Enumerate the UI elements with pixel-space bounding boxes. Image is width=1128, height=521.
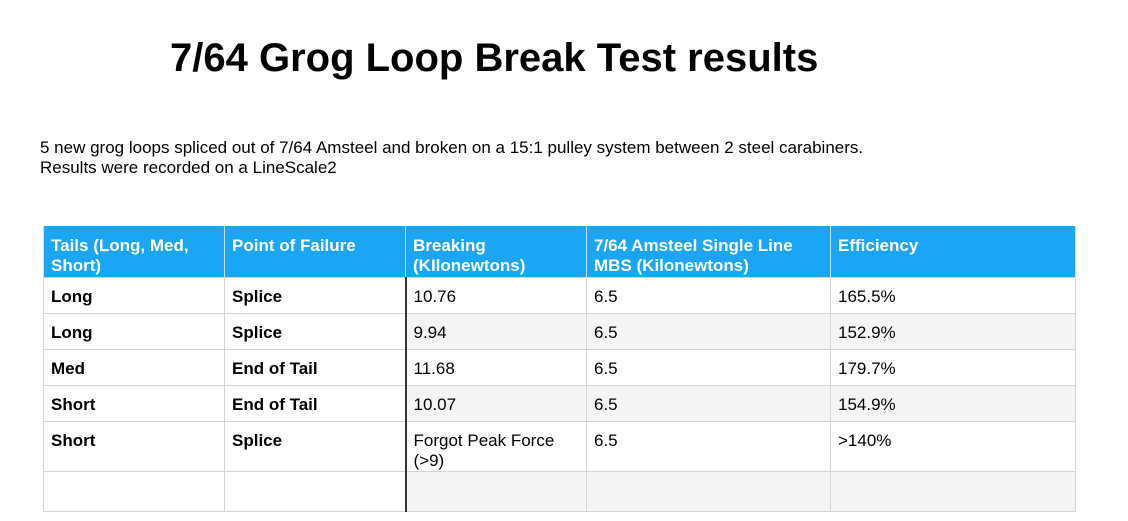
header-tails: Tails (Long, Med, Short)	[43, 226, 225, 278]
cell-tails: Long	[43, 277, 225, 314]
cell-tails: Med	[43, 349, 225, 386]
cell-point-of-failure: Splice	[224, 313, 406, 350]
cell-efficiency: 154.9%	[830, 385, 1076, 422]
cell-mbs: 6.5	[586, 349, 831, 386]
header-efficiency: Efficiency	[830, 226, 1076, 278]
cell-efficiency: 165.5%	[830, 277, 1076, 314]
table-row-empty	[43, 471, 1076, 512]
cell-mbs: 6.5	[586, 385, 831, 422]
cell-empty	[830, 471, 1076, 512]
cell-mbs: 6.5	[586, 277, 831, 314]
cell-breaking: Forgot Peak Force (>9)	[404, 421, 587, 472]
cell-empty	[404, 471, 587, 512]
cell-point-of-failure: Splice	[224, 421, 406, 472]
header-single-line-mbs: 7/64 Amsteel Single Line MBS (Kilonewton…	[586, 226, 831, 278]
table-row: Short Splice Forgot Peak Force (>9) 6.5 …	[43, 421, 1076, 472]
results-table: Tails (Long, Med, Short) Point of Failur…	[43, 226, 1076, 512]
description-line-1: 5 new grog loops spliced out of 7/64 Ams…	[40, 138, 864, 157]
cell-point-of-failure: End of Tail	[224, 349, 406, 386]
cell-empty	[43, 471, 225, 512]
table-row: Short End of Tail 10.07 6.5 154.9%	[43, 385, 1076, 422]
description: 5 new grog loops spliced out of 7/64 Ams…	[40, 138, 863, 178]
cell-tails: Short	[43, 421, 225, 472]
table-row: Long Splice 10.76 6.5 165.5%	[43, 277, 1076, 314]
cell-empty	[586, 471, 831, 512]
cell-tails: Long	[43, 313, 225, 350]
cell-breaking: 11.68	[404, 349, 587, 386]
cell-efficiency: 152.9%	[830, 313, 1076, 350]
cell-efficiency: 179.7%	[830, 349, 1076, 386]
cell-tails: Short	[43, 385, 225, 422]
cell-mbs: 6.5	[586, 421, 831, 472]
cell-efficiency: >140%	[830, 421, 1076, 472]
table-header-row: Tails (Long, Med, Short) Point of Failur…	[43, 226, 1076, 278]
cell-point-of-failure: Splice	[224, 277, 406, 314]
table-row: Long Splice 9.94 6.5 152.9%	[43, 313, 1076, 350]
cell-point-of-failure: End of Tail	[224, 385, 406, 422]
document-title: 7/64 Grog Loop Break Test results	[170, 36, 819, 80]
cell-breaking: 10.07	[404, 385, 587, 422]
cell-breaking: 9.94	[404, 313, 587, 350]
header-breaking: Breaking (KIlonewtons)	[405, 226, 587, 278]
description-line-2: Results were recorded on a LineScale2	[40, 158, 337, 177]
cell-breaking: 10.76	[404, 277, 587, 314]
cell-mbs: 6.5	[586, 313, 831, 350]
table-row: Med End of Tail 11.68 6.5 179.7%	[43, 349, 1076, 386]
header-point-of-failure: Point of Failure	[224, 226, 406, 278]
cell-empty	[224, 471, 406, 512]
